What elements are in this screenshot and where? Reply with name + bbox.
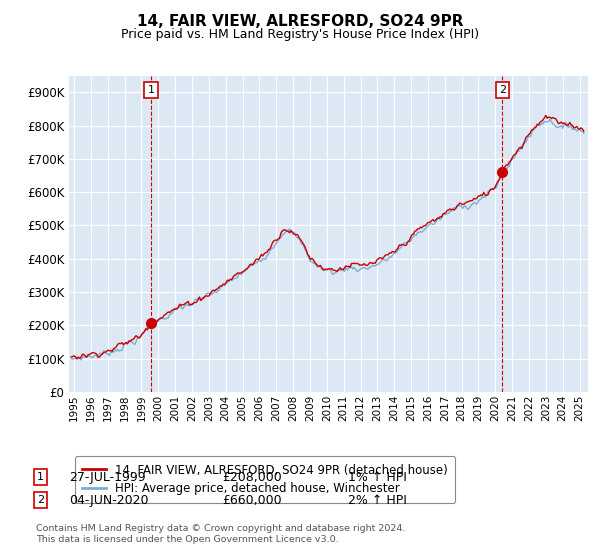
Text: 2% ↑ HPI: 2% ↑ HPI: [348, 493, 407, 507]
Text: 2: 2: [37, 495, 44, 505]
Text: 1: 1: [148, 85, 155, 95]
Text: 14, FAIR VIEW, ALRESFORD, SO24 9PR: 14, FAIR VIEW, ALRESFORD, SO24 9PR: [137, 14, 463, 29]
Text: Contains HM Land Registry data © Crown copyright and database right 2024.
This d: Contains HM Land Registry data © Crown c…: [36, 524, 406, 544]
Text: 27-JUL-1999: 27-JUL-1999: [69, 470, 146, 484]
Text: 04-JUN-2020: 04-JUN-2020: [69, 493, 149, 507]
Text: £660,000: £660,000: [222, 493, 281, 507]
Text: £208,000: £208,000: [222, 470, 282, 484]
Text: 2: 2: [499, 85, 506, 95]
Text: 1: 1: [37, 472, 44, 482]
Text: 1% ↑ HPI: 1% ↑ HPI: [348, 470, 407, 484]
Legend: 14, FAIR VIEW, ALRESFORD, SO24 9PR (detached house), HPI: Average price, detache: 14, FAIR VIEW, ALRESFORD, SO24 9PR (deta…: [75, 456, 455, 502]
Text: Price paid vs. HM Land Registry's House Price Index (HPI): Price paid vs. HM Land Registry's House …: [121, 28, 479, 41]
